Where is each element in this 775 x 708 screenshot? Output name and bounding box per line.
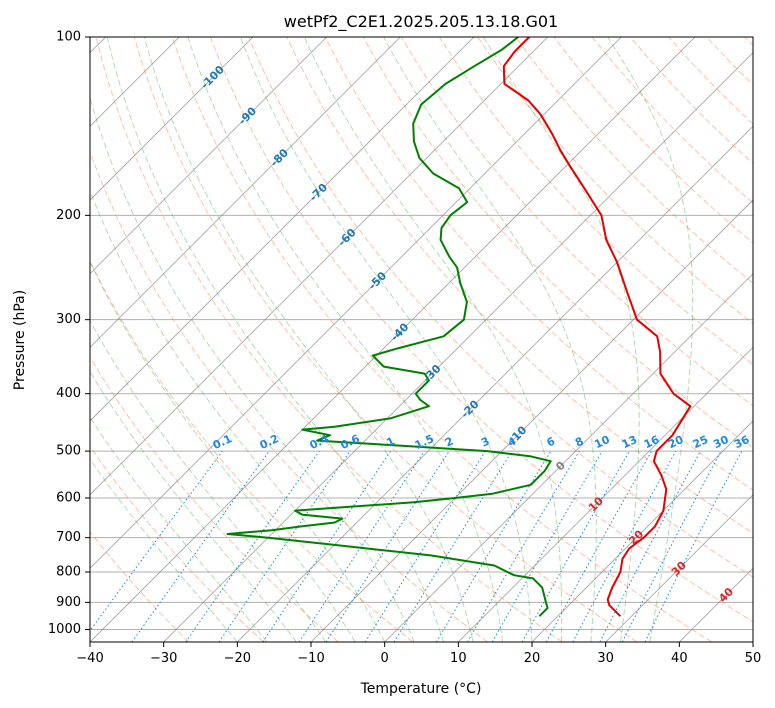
moist-adiabat [483,37,640,642]
isotherm-line [90,37,622,569]
dry-adiabat [248,37,753,578]
y-tick-label: 400 [56,386,81,401]
x-tick-label: 50 [745,651,762,666]
moist-adiabat [90,96,415,642]
x-axis: −40 −30 −20 −10 0 10 20 30 40 50 [76,642,761,666]
moist-adiabat [90,458,238,642]
dry-adiabat [90,531,190,642]
y-tick-label: 600 [56,491,81,506]
x-axis-label: Temperature (°C) [360,681,482,697]
x-tick-label: 20 [524,651,541,666]
chart-title: wetPf2_C2E1.2025.205.13.18.G01 [284,12,558,32]
moist-adiabat [90,416,268,642]
dry-adiabat [90,150,488,642]
mixing-ratio-line [90,450,223,632]
y-axis: 100 200 300 400 500 600 700 800 900 1000 [48,30,90,637]
x-tick-label: −20 [224,651,251,666]
mixing-ratio-line [521,450,630,642]
y-tick-label: 200 [56,208,81,223]
isotherm-line [90,37,327,275]
line-label: 25 [691,433,710,451]
isotherm-line [90,37,475,422]
mixing-ratio-line [644,450,743,642]
dry-adiabat [210,37,753,623]
moist-adiabat [106,37,445,642]
x-tick-label: −10 [297,651,324,666]
isotherm-line [384,273,753,642]
moist-adiabat [187,37,503,642]
line-label: 10 [592,433,612,451]
mixing-ratio-line [218,450,351,642]
line-label: 30 [711,433,731,451]
dry-adiabat [90,445,264,642]
profile-series [226,37,692,617]
dry-adiabat [133,37,638,642]
y-tick-label: 500 [56,444,81,459]
background-lines [90,37,753,642]
line-label: 36 [732,433,752,451]
plot-area [90,37,753,642]
x-tick-label: 30 [597,651,614,666]
x-tick-label: −30 [150,651,177,666]
isotherm-line [90,37,254,201]
y-tick-label: 800 [56,565,81,580]
line-label: 20 [666,433,686,451]
x-tick-label: 0 [381,651,389,666]
y-tick-label: 1000 [48,622,81,637]
y-tick-label: 300 [56,312,81,327]
y-tick-label: 100 [56,30,81,45]
dewpoint-profile-line [226,37,552,617]
isotherm-line [605,494,753,642]
dry-adiabat [90,356,339,642]
mixing-ratio-line [572,450,677,642]
moist-adiabat [143,37,474,642]
dry-adiabat [515,37,753,284]
isotherm-line [90,37,401,348]
isotherm-line [531,420,753,642]
mixing-ratio-line [298,450,425,642]
isotherm-line [458,346,753,642]
x-tick-label: 10 [450,651,467,666]
moist-adiabat [239,37,533,642]
line-label: 16 [642,433,662,451]
plot-frame [89,36,754,643]
line-label: 13 [620,433,639,451]
mixing-ratio-line [262,450,392,642]
mixing-ratio-line [545,450,653,642]
isotherm-line [90,37,696,642]
dry-adiabat [286,37,753,534]
moist-adiabat [383,37,597,642]
y-axis-label: Pressure (hPa) [12,290,28,390]
dry-adiabat [439,37,753,365]
dry-adiabat [90,259,414,642]
y-tick-label: 900 [56,595,81,610]
mixing-ratio-line [185,450,320,642]
moist-adiabat [607,37,694,642]
isotherm-line [237,125,753,642]
moist-adiabat [90,260,356,642]
moist-adiabat [90,190,386,642]
dry-adiabat [400,37,753,407]
moist-adiabat [90,370,297,642]
dry-adiabat [171,37,712,642]
temperature-profile-line [502,37,692,617]
isotherm-line [163,52,753,642]
dry-adiabat [95,37,563,642]
mixing-ratio-line [325,450,450,642]
isotherm-line [90,37,548,496]
x-tick-label: −40 [76,651,103,666]
y-tick-label: 700 [56,530,81,545]
moist-adiabat [303,37,563,642]
x-tick-label: 40 [671,651,688,666]
mixing-ratio-line [131,450,270,642]
